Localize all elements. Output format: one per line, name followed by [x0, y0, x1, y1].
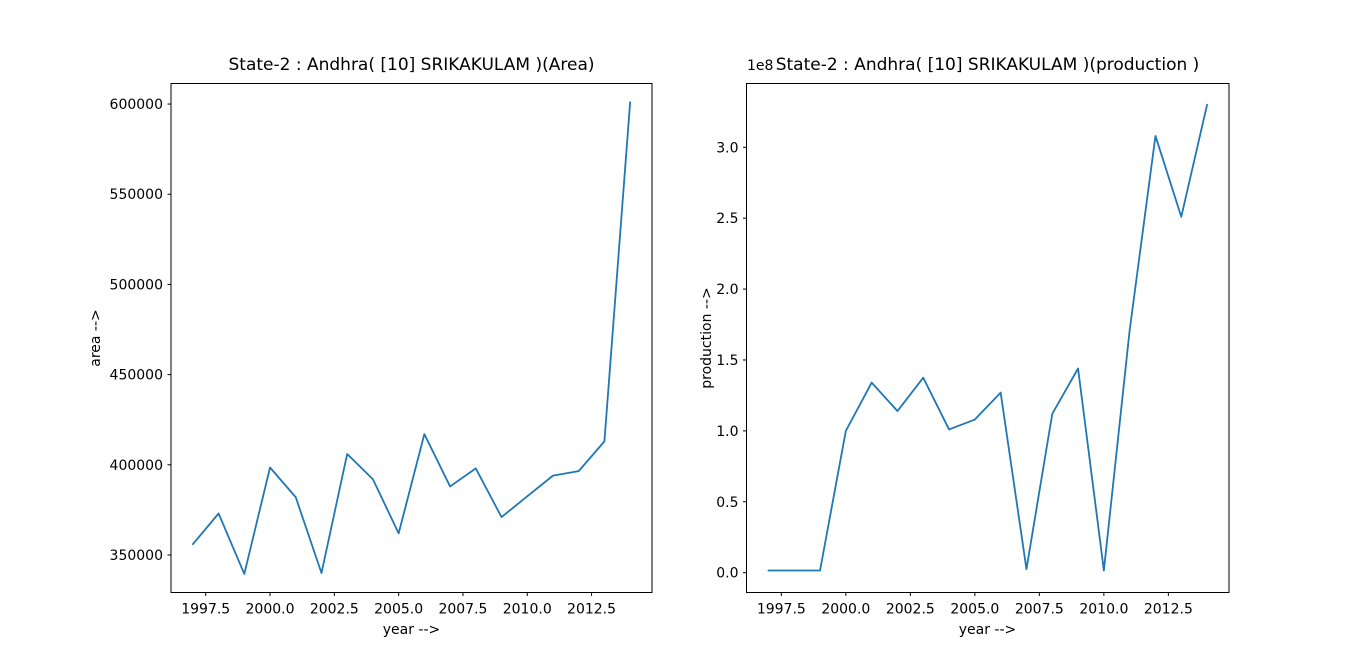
- y-tick-label: 3.0: [716, 140, 738, 156]
- y-axis-offset-text: 1e8: [747, 58, 774, 74]
- y-tick-label: 350000: [110, 548, 163, 564]
- production-axes-spines: [746, 83, 1230, 593]
- production-plot-area: 1997.5 2000.0 2002.5 2005.0 2007.5 2010.0 2012…: [716, 83, 1230, 618]
- area-chart-title: State-2 : Andhra( [10] SRIKAKULAM )(Area…: [228, 55, 595, 75]
- area-y-axis-label: area -->: [88, 309, 104, 367]
- x-tick-label: 2012.5: [567, 602, 616, 618]
- x-tick-label: 2002.5: [886, 602, 935, 618]
- x-tick-label: 2005.0: [374, 602, 423, 618]
- y-tick-label: 0.0: [716, 566, 738, 582]
- area-series-line: [191, 101, 632, 575]
- y-tick-label: 2.0: [716, 282, 738, 298]
- area-axes-spines: [170, 83, 653, 593]
- x-tick-label: 2010.0: [1079, 602, 1128, 618]
- y-tick-label: 550000: [110, 187, 163, 203]
- production-y-axis-label: production -->: [699, 287, 715, 389]
- x-tick-label: 2000.0: [821, 602, 870, 618]
- production-chart-title: State-2 : Andhra( [10] SRIKAKULAM )(prod…: [775, 55, 1200, 75]
- y-tick-label: 400000: [110, 458, 163, 474]
- y-tick-label: 2.5: [716, 211, 738, 227]
- x-tick-label: 2012.5: [1144, 602, 1193, 618]
- x-tick-label: 2007.5: [1015, 602, 1064, 618]
- production-x-axis-label: year -->: [958, 622, 1017, 638]
- y-tick-label: 0.5: [716, 495, 738, 511]
- y-tick-label: 600000: [110, 97, 163, 113]
- production-series-line: [767, 103, 1208, 572]
- x-tick-label: 2010.0: [503, 602, 552, 618]
- y-tick-label: 500000: [110, 277, 163, 293]
- x-tick-label: 1997.5: [757, 602, 806, 618]
- x-tick-label: 2007.5: [438, 602, 487, 618]
- y-tick-label: 450000: [110, 368, 163, 384]
- area-plot-area: 1997.5 2000.0 2002.5 2005.0 2007.5 2010.0 2012…: [110, 83, 653, 618]
- x-tick-label: 2000.0: [246, 602, 295, 618]
- x-tick-label: 2005.0: [950, 602, 999, 618]
- y-tick-label: 1.0: [716, 424, 738, 440]
- x-tick-label: 2002.5: [310, 602, 359, 618]
- area-x-axis-label: year -->: [382, 622, 441, 638]
- x-tick-label: 1997.5: [181, 602, 230, 618]
- y-tick-label: 1.5: [716, 353, 738, 369]
